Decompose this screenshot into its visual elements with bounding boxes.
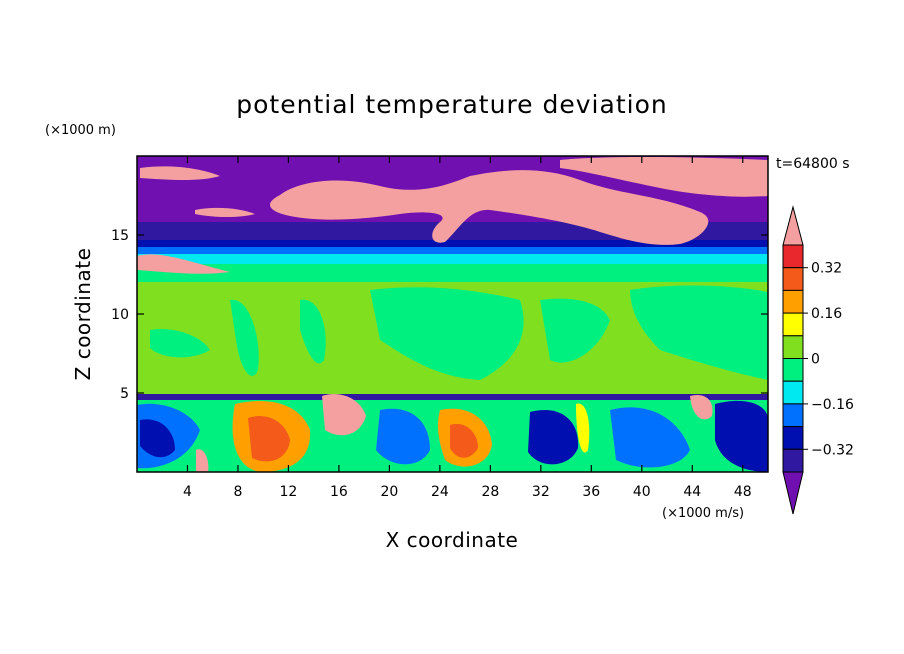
- colorbar-swatch: [782, 380, 804, 405]
- field-band-cyan: [137, 254, 768, 266]
- x-tick-label: 12: [280, 484, 298, 500]
- x-axis-label: X coordinate: [386, 528, 519, 552]
- mid-cool-patch-6: [150, 328, 210, 358]
- bl-blue-4: [528, 409, 579, 465]
- y-ticks: 5 10 15: [111, 228, 768, 402]
- colorbar-swatch: [782, 426, 804, 450]
- x-tick-label: 8: [233, 484, 242, 500]
- colorbar-swatch: [782, 289, 804, 314]
- x-tick-label: 32: [532, 484, 550, 500]
- x-tick-label: 36: [582, 484, 600, 500]
- bl-blue-2: [140, 419, 175, 458]
- x-ticks: 4 8 12 16 20 24 28 32 36 40 44 48: [183, 156, 752, 500]
- y-unit-label: (×1000 m): [45, 123, 116, 138]
- x-tick-label: 20: [380, 484, 398, 500]
- y-tick-label: 15: [111, 228, 129, 244]
- mid-cool-patch-3: [370, 287, 524, 380]
- upper-warm-filament-right: [560, 157, 768, 197]
- bl-pink-3: [690, 394, 713, 420]
- colorbar-tick-label: 0: [811, 352, 820, 368]
- contour-field: [137, 156, 768, 472]
- y-tick-label: 10: [111, 307, 129, 323]
- y-tick-label: 5: [120, 386, 129, 402]
- y-axis-label: Z coordinate: [71, 248, 95, 381]
- boundary-layer-top-band: [137, 394, 768, 402]
- colorbar-swatch: [782, 335, 804, 359]
- bl-warm-2b: [450, 423, 478, 458]
- bl-pink-2: [196, 449, 209, 472]
- colorbar-swatch: [782, 244, 804, 269]
- x-tick-label: 44: [683, 484, 701, 500]
- x-tick-label: 48: [734, 484, 752, 500]
- colorbar-tick-label: −0.16: [811, 397, 854, 413]
- bl-pink-1: [322, 394, 366, 436]
- colorbar-tick-label: −0.32: [811, 442, 854, 458]
- colorbar-lower-triangle: [782, 471, 804, 515]
- colorbar-tick-label: 0.16: [811, 306, 842, 322]
- mid-cool-patch-5: [630, 285, 768, 380]
- x-tick-label: 40: [633, 484, 651, 500]
- x-tick-label: 4: [183, 484, 192, 500]
- bl-warm-3: [576, 403, 590, 453]
- x-tick-label: 24: [431, 484, 449, 500]
- colorbar-swatch: [782, 267, 804, 291]
- colorbar-swatch: [782, 312, 804, 337]
- chart-title: potential temperature deviation: [236, 90, 667, 119]
- colorbar: 0.32 0.16 0 −0.16 −0.32: [782, 205, 854, 515]
- bl-blue-6: [715, 400, 768, 472]
- colorbar-swatch: [782, 358, 804, 382]
- bl-blue-3: [376, 408, 430, 465]
- x-tick-label: 28: [481, 484, 499, 500]
- bl-blue-5: [610, 407, 690, 468]
- time-label: t=64800 s: [776, 156, 850, 172]
- upper-warm-filament: [269, 170, 709, 245]
- field-band-aqua-green: [137, 264, 768, 282]
- colorbar-swatch: [782, 403, 804, 428]
- upper-warm-blob: [140, 166, 220, 180]
- mid-cool-patch-1: [230, 299, 259, 376]
- bl-warm-1b: [248, 416, 290, 462]
- mid-cool-patch-4: [540, 298, 610, 363]
- mid-cool-patch-2: [300, 299, 326, 364]
- upper-warm-strip: [195, 207, 255, 217]
- mid-warm-strip: [137, 254, 230, 274]
- x-unit-label: (×1000 m/s): [662, 506, 744, 521]
- colorbar-upper-triangle: [782, 205, 804, 246]
- field-band-blue: [137, 240, 768, 248]
- field-band-light-blue: [137, 247, 768, 257]
- colorbar-swatch: [782, 448, 804, 473]
- x-tick-label: 16: [330, 484, 348, 500]
- colorbar-tick-label: 0.32: [811, 261, 842, 277]
